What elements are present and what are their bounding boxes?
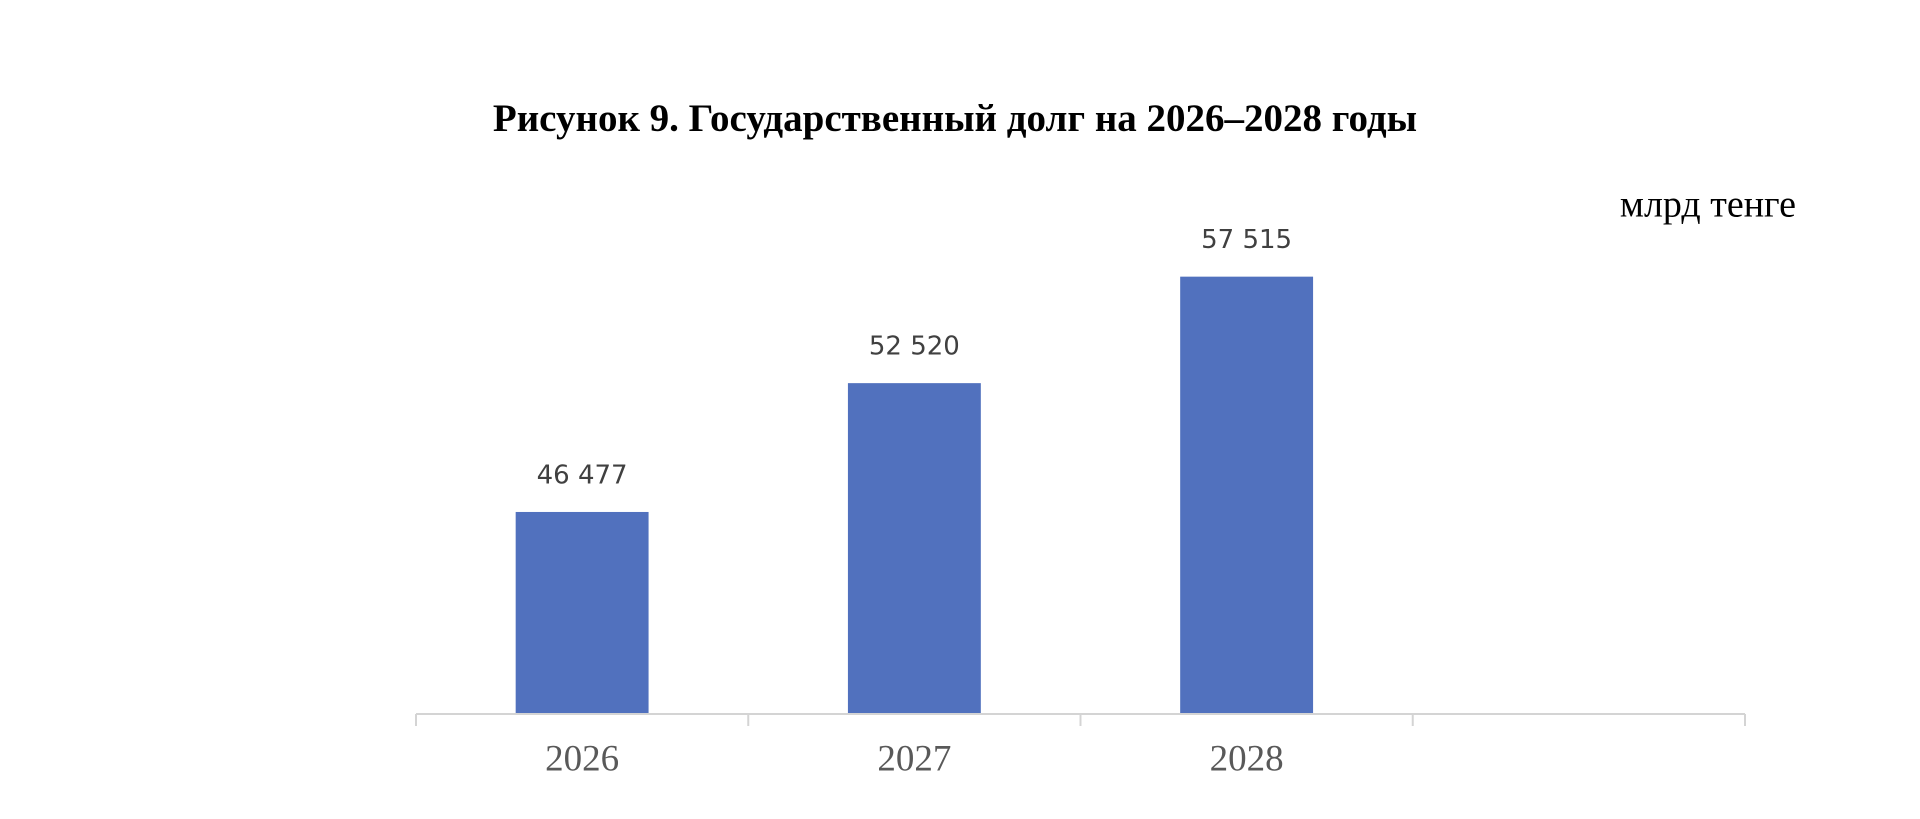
bar [515, 511, 649, 714]
chart-title: Рисунок 9. Государственный долг на 2026–… [493, 97, 1417, 140]
unit-label: млрд тенге [1620, 184, 1796, 226]
x-tick-label: 2028 [1210, 738, 1284, 779]
value-label: 57 515 [1201, 225, 1292, 255]
value-label: 46 477 [537, 460, 628, 490]
x-tick-label: 2027 [877, 738, 951, 779]
value-label: 52 520 [869, 332, 960, 362]
bar [847, 383, 981, 714]
x-tick-label: 2026 [545, 738, 619, 779]
bar [1180, 276, 1314, 714]
